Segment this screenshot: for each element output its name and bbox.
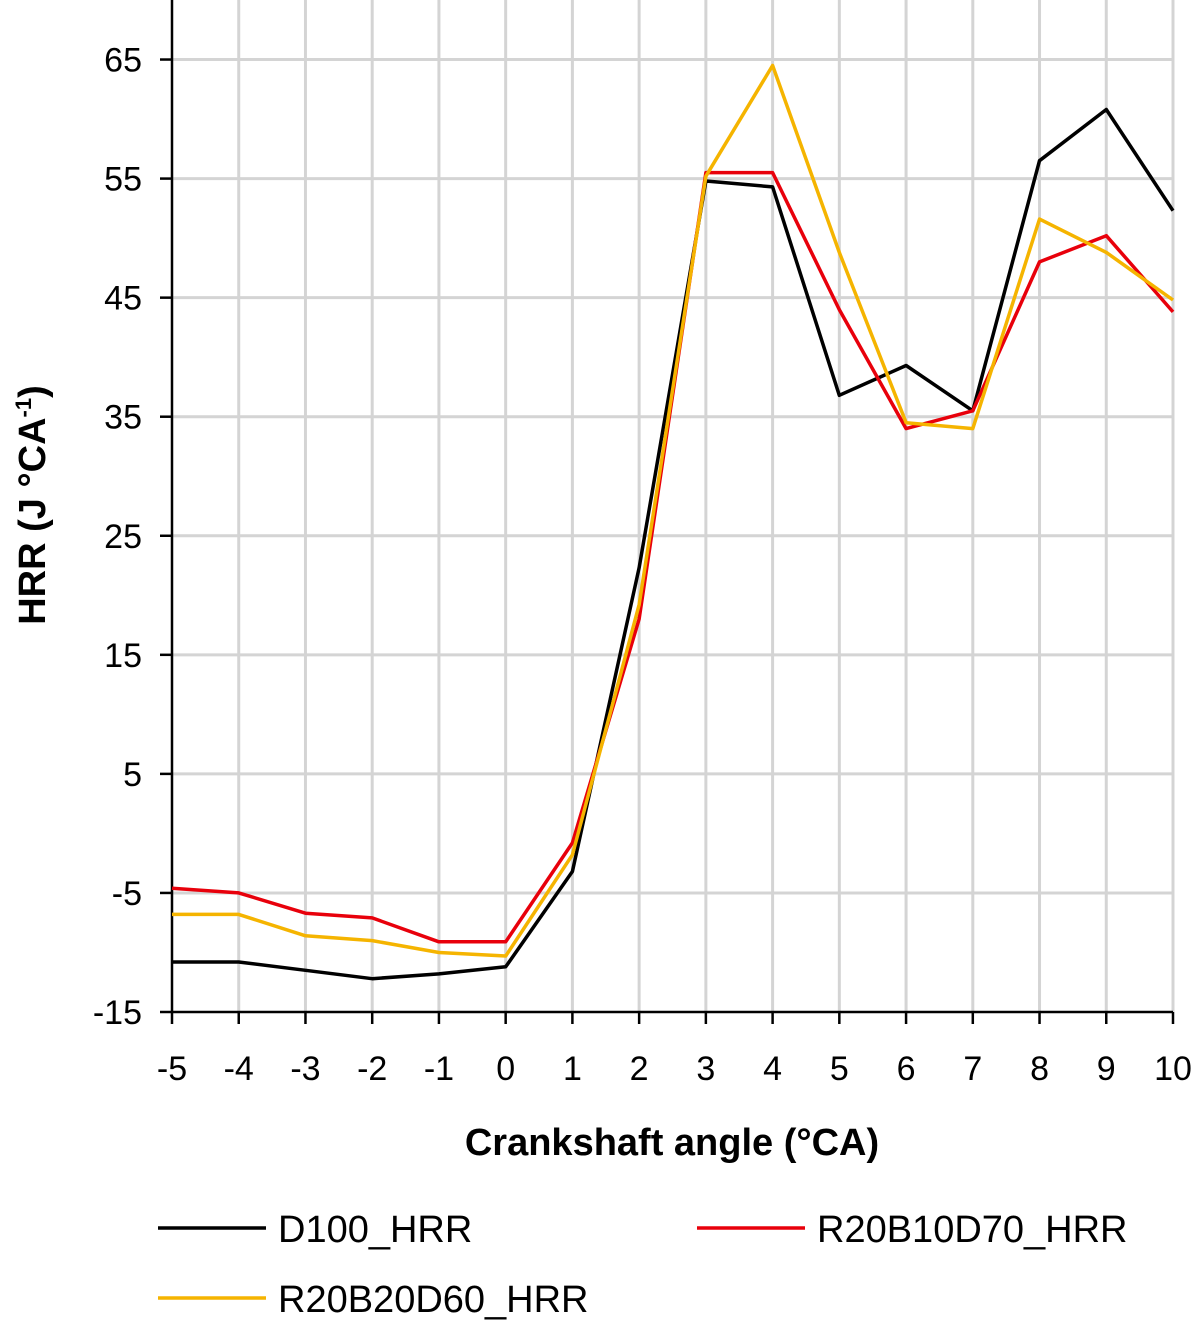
series-line-d100-hrr bbox=[172, 107, 1175, 981]
series-lines bbox=[171, 63, 1175, 981]
y-tick-label: 45 bbox=[104, 280, 142, 318]
y-tick-label: 55 bbox=[104, 161, 142, 199]
y-tick-label: 5 bbox=[123, 756, 142, 794]
legend-label: D100_HRR bbox=[278, 1209, 472, 1251]
x-tick-label: -4 bbox=[224, 1050, 254, 1088]
y-tick-label: 35 bbox=[104, 399, 142, 437]
grid-lines bbox=[172, 0, 1175, 1012]
x-tick-label: 0 bbox=[496, 1050, 515, 1088]
x-tick-label: 10 bbox=[1154, 1050, 1192, 1088]
legend-item-d100-hrr: D100_HRR bbox=[158, 1209, 472, 1251]
series-line-r20b20d60-hrr bbox=[172, 63, 1175, 958]
y-tick-label: 15 bbox=[104, 637, 142, 675]
x-tick-label: 9 bbox=[1097, 1050, 1116, 1088]
legend: D100_HRR R20B10D70_HRR R20B20D60_HRR bbox=[158, 1209, 1128, 1321]
y-tick-label: -5 bbox=[112, 875, 142, 913]
y-tick-label: 25 bbox=[104, 518, 142, 556]
x-tick-label: 4 bbox=[763, 1050, 782, 1088]
y-axis-title: HRR (J °CA-1) bbox=[11, 385, 54, 625]
y-axis-title-end: ) bbox=[12, 385, 54, 398]
y-tick-label: -15 bbox=[93, 994, 142, 1032]
series-line-r20b10d70-hrr bbox=[171, 170, 1175, 944]
axes bbox=[170, 0, 1173, 1014]
y-tick-labels: -15 -5 5 15 25 35 45 55 65 bbox=[93, 42, 172, 1032]
x-tick-label: -3 bbox=[290, 1050, 320, 1088]
y-axis-title-main: HRR (J °CA bbox=[12, 417, 54, 624]
legend-label: R20B20D60_HRR bbox=[278, 1279, 589, 1321]
x-tick-label: -2 bbox=[357, 1050, 387, 1088]
x-tick-label: -5 bbox=[157, 1050, 187, 1088]
x-tick-label: -1 bbox=[424, 1050, 454, 1088]
x-tick-label: 7 bbox=[963, 1050, 982, 1088]
legend-item-r20b10d70-hrr: R20B10D70_HRR bbox=[697, 1209, 1128, 1251]
y-axis-title-superscript: -1 bbox=[11, 398, 36, 418]
legend-label: R20B10D70_HRR bbox=[817, 1209, 1128, 1251]
x-tick-label: 5 bbox=[830, 1050, 849, 1088]
x-tick-label: 2 bbox=[630, 1050, 649, 1088]
x-tick-labels: -5 -4 -3 -2 -1 0 1 2 3 4 5 6 7 8 9 10 bbox=[157, 1012, 1192, 1088]
x-tick-label: 3 bbox=[696, 1050, 715, 1088]
x-tick-label: 1 bbox=[563, 1050, 582, 1088]
x-tick-label: 8 bbox=[1030, 1050, 1049, 1088]
legend-item-r20b20d60-hrr: R20B20D60_HRR bbox=[158, 1279, 589, 1321]
x-axis-title: Crankshaft angle (°CA) bbox=[465, 1122, 879, 1164]
x-tick-label: 6 bbox=[897, 1050, 916, 1088]
y-tick-label: 65 bbox=[104, 42, 142, 80]
